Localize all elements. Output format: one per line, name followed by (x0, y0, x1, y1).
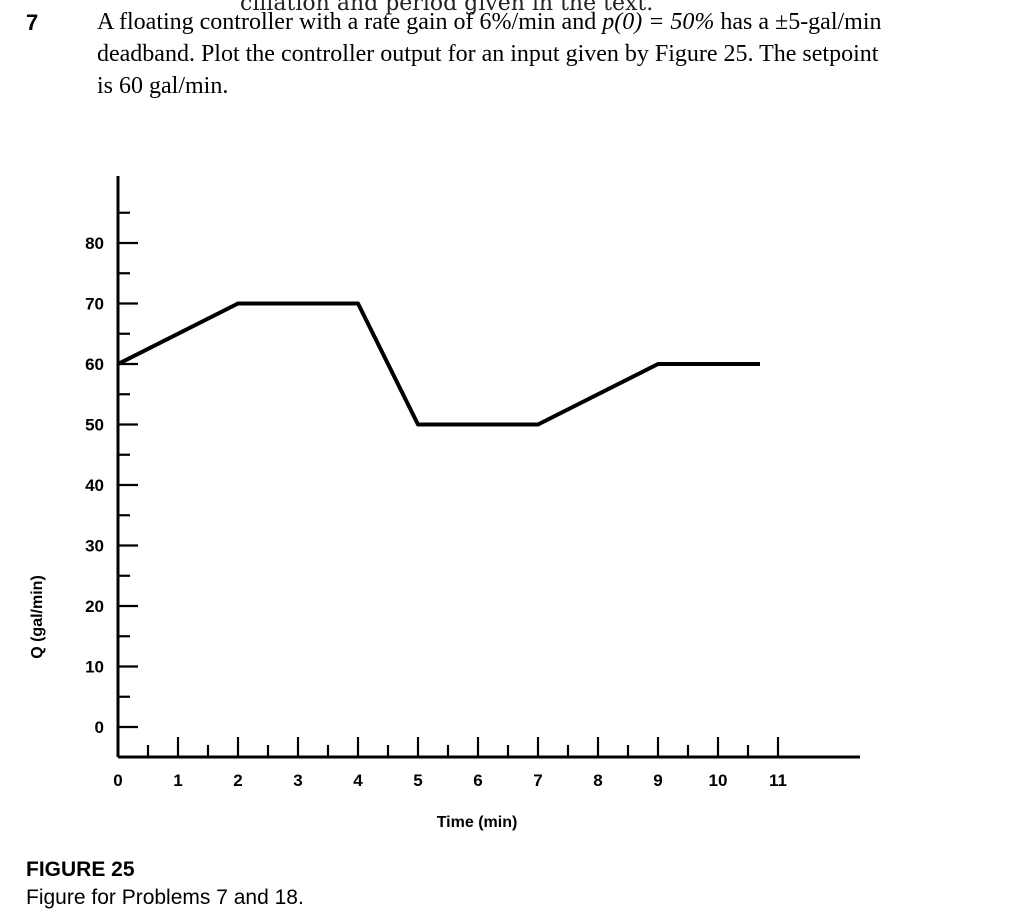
problem-line-1-end: has a ±5-gal/min (714, 9, 882, 35)
x-tick-label: 2 (233, 771, 242, 790)
flow-rate-line (117, 301, 760, 427)
y-tick-label: 10 (85, 658, 104, 677)
x-tick-label: 8 (593, 771, 602, 790)
x-tick-label: 7 (533, 771, 542, 790)
y-tick-label: 20 (85, 597, 104, 616)
problem-statement: A floating controller with a rate gain o… (97, 6, 977, 102)
previous-problem-fragment: cillation and period given in the text. (240, 0, 654, 16)
problem-line-3: is 60 gal/min. (97, 73, 229, 99)
x-axis-title: Time (min) (437, 814, 518, 831)
x-tick-label: 1 (173, 771, 182, 790)
x-tick-label: 9 (653, 771, 662, 790)
y-tick-label: 80 (85, 234, 104, 253)
x-tick-label: 5 (413, 771, 422, 790)
x-tick-label: 3 (293, 771, 302, 790)
chart-series (117, 301, 760, 427)
chart-tick-labels: 0 10 20 30 40 50 60 70 80 0 1 2 3 4 5 6 7 8 9 10 11 (85, 234, 787, 790)
y-tick-label: 0 (95, 718, 104, 737)
y-tick-label: 70 (85, 295, 104, 314)
y-tick-label: 40 (85, 476, 104, 495)
x-tick-label: 6 (473, 771, 482, 790)
y-tick-label: 50 (85, 416, 104, 435)
x-tick-label: 10 (709, 771, 728, 790)
x-tick-label: 11 (769, 771, 787, 790)
y-tick-label: 30 (85, 537, 104, 556)
figure-caption: Figure for Problems 7 and 18. (26, 886, 304, 909)
x-tick-label: 0 (113, 771, 122, 790)
chart-ticks (118, 211, 780, 757)
y-axis-title: Q (gal/min) (29, 575, 46, 659)
y-tick-label: 60 (85, 355, 104, 374)
problem-number: 7 (26, 10, 39, 35)
figure-label: FIGURE 25 (26, 858, 135, 881)
problem-line-1: A floating controller with a rate gain o… (97, 6, 977, 38)
initial-output-expression: p(0) = 50% (602, 9, 715, 35)
problem-line-2: deadband. Plot the controller output for… (97, 41, 879, 67)
chart-axes (116, 176, 860, 759)
x-tick-label: 4 (353, 771, 363, 790)
flow-time-chart: 0 10 20 30 40 50 60 70 80 0 1 2 3 4 5 6 7 8 9 10 11 Time (mi… (29, 176, 860, 831)
problem-line-1-start: A floating controller with a rate gain o… (97, 9, 603, 35)
